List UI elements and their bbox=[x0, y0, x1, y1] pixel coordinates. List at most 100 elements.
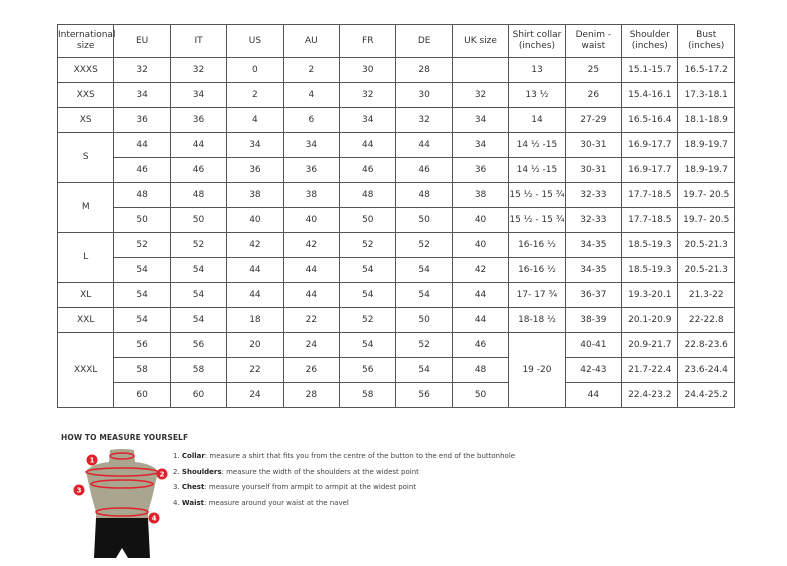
table-row: XXXL 56 56 20 24 54 52 46 19 -20 40-41 20.9-21.7 22… bbox=[56, 332, 735, 408]
table-cell: 30 bbox=[339, 57, 397, 83]
table-row: 46 46 36 36 46 46 36 14 ½ -15 30-31 16.9-17.7 18.9… bbox=[58, 157, 735, 183]
table-cell: 54 bbox=[395, 282, 453, 308]
column-header: Bust (inches) bbox=[677, 24, 735, 58]
table-cell: 44 bbox=[113, 132, 171, 158]
column-header: Shirt collar (inches) bbox=[508, 24, 566, 58]
column-header: IT bbox=[169, 24, 228, 58]
table-cell: 40 bbox=[282, 207, 341, 233]
table-cell: 38-39 bbox=[564, 307, 623, 333]
table-cell: 44 bbox=[451, 282, 510, 308]
table-cell: 48 bbox=[395, 182, 453, 208]
table-cell: 46 bbox=[395, 157, 453, 183]
body-measure-illustration: 1 2 3 4 bbox=[73, 449, 168, 558]
step-chest: 3. Chest: measure yourself from armpit t… bbox=[173, 483, 417, 492]
table-cell: XL bbox=[56, 282, 115, 308]
table-cell: 16-16 ½ bbox=[508, 257, 566, 283]
table-cell: 16.5-16.4 bbox=[621, 107, 679, 133]
table-cell: 50 bbox=[169, 207, 228, 233]
marker-2 bbox=[156, 468, 168, 480]
table-cell: 54 bbox=[113, 257, 171, 283]
size-chart-table: International size EU IT US AU FR DE UK size Shi… bbox=[56, 24, 735, 408]
table-cell: 20.5-21.3 bbox=[677, 257, 735, 283]
table-cell: 22-22.8 bbox=[677, 307, 735, 333]
table-row: XXS 34 34 2 4 32 30 32 13 ½ 26 15.4-16.1 17.3-18.1 bbox=[56, 82, 735, 108]
table-cell: 54 bbox=[339, 257, 397, 283]
marker-1 bbox=[86, 454, 98, 466]
table-cell: 40 bbox=[226, 207, 284, 233]
table-cell: 34-35 bbox=[564, 257, 623, 283]
table-cell: 54 bbox=[113, 307, 171, 333]
table-cell: 54 bbox=[395, 257, 453, 283]
table-cell: 40-41 bbox=[564, 332, 623, 358]
table-cell: 24 bbox=[226, 382, 284, 408]
table-cell: 44 bbox=[226, 257, 284, 283]
table-cell: 28 bbox=[282, 382, 341, 408]
table-cell: 44 bbox=[395, 132, 453, 158]
table-cell: 16.9-17.7 bbox=[621, 132, 679, 158]
table-cell: 52 bbox=[169, 232, 228, 258]
svg-text:4: 4 bbox=[152, 515, 157, 523]
table-cell: 46 bbox=[339, 157, 397, 183]
column-header: DE bbox=[395, 24, 453, 58]
table-cell: 36 bbox=[282, 157, 341, 183]
table-cell: 26 bbox=[564, 82, 623, 108]
table-cell: 32 bbox=[113, 57, 171, 83]
table-cell: 14 ½ -15 bbox=[508, 132, 566, 158]
table-cell: 30-31 bbox=[564, 132, 623, 158]
table-cell: 13 bbox=[508, 57, 566, 83]
table-cell: 34 bbox=[451, 107, 510, 133]
table-cell: 20 bbox=[226, 332, 284, 358]
table-cell: 19.7- 20.5 bbox=[677, 182, 735, 208]
table-cell: 38 bbox=[282, 182, 341, 208]
table-row: XXXS 32 32 0 2 30 28 13 25 15.1-15.7 16.5-17.2 bbox=[56, 57, 735, 83]
table-cell: 52 bbox=[395, 332, 453, 358]
table-cell: S bbox=[56, 132, 115, 183]
table-cell: 18-18 ½ bbox=[508, 307, 566, 333]
table-cell: 36 bbox=[451, 157, 510, 183]
waist-line bbox=[95, 507, 149, 517]
table-cell: 44 bbox=[282, 257, 341, 283]
table-cell: 19.3-20.1 bbox=[621, 282, 679, 308]
table-cell: 44 bbox=[226, 282, 284, 308]
column-header: EU bbox=[113, 24, 171, 58]
table-cell: 54 bbox=[339, 332, 397, 358]
table-cell: 24 bbox=[282, 332, 341, 358]
marker-4 bbox=[148, 512, 160, 524]
table-cell: 30 bbox=[395, 82, 453, 108]
table-cell: 22 bbox=[282, 307, 341, 333]
table-cell: M bbox=[56, 182, 115, 233]
table-cell: 34 bbox=[339, 107, 397, 133]
table-cell: 56 bbox=[113, 332, 171, 358]
how-to-measure-title: HOW TO MEASURE YOURSELF bbox=[61, 433, 189, 442]
table-cell: 18 bbox=[226, 307, 284, 333]
table-cell: 34 bbox=[113, 82, 171, 108]
table-cell: 50 bbox=[395, 307, 453, 333]
table-cell: 18.5-19.3 bbox=[621, 232, 679, 258]
table-cell: 17- 17 ¾ bbox=[508, 282, 566, 308]
table-cell: 48 bbox=[113, 182, 171, 208]
table-cell: 44 bbox=[564, 382, 623, 408]
table-cell: 25 bbox=[564, 57, 623, 83]
table-cell: 32 bbox=[169, 57, 228, 83]
table-cell: 48 bbox=[169, 182, 228, 208]
table-cell: 18.9-19.7 bbox=[677, 157, 735, 183]
table-cell: 50 bbox=[113, 207, 171, 233]
table-cell: 15.4-16.1 bbox=[621, 82, 679, 108]
table-row: 60 60 24 28 58 56 50 44 22.4-23.2 24.4-25.2 bbox=[58, 382, 735, 408]
table-row: 58 58 22 26 56 54 48 42-43 21.7-22.4 23.6-24.4 bbox=[58, 357, 735, 383]
table-cell: 15.1-15.7 bbox=[621, 57, 679, 83]
table-cell: 20.5-21.3 bbox=[677, 232, 735, 258]
table-cell: 24.4-25.2 bbox=[677, 382, 735, 408]
table-cell: 52 bbox=[113, 232, 171, 258]
table-cell: 16.5-17.2 bbox=[677, 57, 735, 83]
table-cell: 50 bbox=[395, 207, 453, 233]
table-cell: L bbox=[56, 232, 115, 283]
table-cell: 17.3-18.1 bbox=[677, 82, 735, 108]
table-cell: 48 bbox=[339, 182, 397, 208]
markers bbox=[73, 454, 168, 524]
table-cell: 15 ½ - 15 ¾ bbox=[508, 182, 566, 208]
table-cell: 52 bbox=[339, 232, 397, 258]
marker-3 bbox=[73, 484, 85, 496]
table-cell: 52 bbox=[339, 307, 397, 333]
chest-line bbox=[90, 479, 154, 489]
